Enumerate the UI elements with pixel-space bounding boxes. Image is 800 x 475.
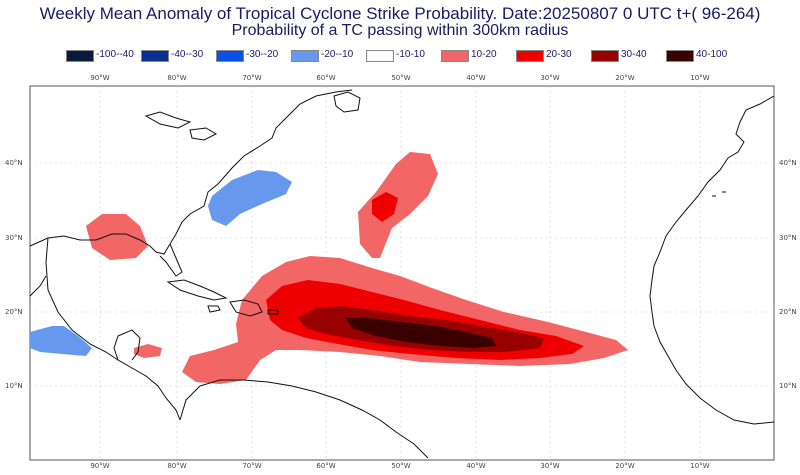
lat-tick-label: 40°N [779,159,797,167]
lon-tick-label: 30°W [540,74,559,82]
lon-tick-label: 20°W [615,462,634,470]
chart-subtitle: Probability of a TC passing within 300km… [231,22,569,39]
lon-tick-label: 10°W [690,74,709,82]
lon-tick-label: 70°W [242,74,261,82]
lon-tick-label: 50°W [391,462,410,470]
lon-tick-label: 60°W [316,74,335,82]
anomaly-fields [30,152,628,384]
lon-tick-label: 90°W [90,74,109,82]
coast-cuba [166,279,228,301]
lat-tick-label: 20°N [5,308,23,316]
legend-swatch [516,50,544,62]
legend-swatch [216,50,244,62]
coastlines [29,89,775,459]
lon-tick-label: 60°W [316,462,335,470]
negative-anomaly-mexico-pacific [30,326,92,356]
legend-swatch [291,50,319,62]
lon-tick-label: 20°W [615,74,634,82]
coast-yucatan [113,329,141,361]
anomaly-mdr-peak [346,318,496,348]
chart-title: Weekly Mean Anomaly of Tropical Cyclone … [39,4,761,23]
coast-central-america [45,237,181,421]
map-frame [29,85,775,461]
legend-label: 20-30 [546,49,572,60]
coast-canary [712,191,726,197]
coast-puerto-rico [267,309,279,315]
legend-label: 10-20 [471,49,497,60]
coast-hispaniola [229,299,263,317]
coast-jamaica [207,305,221,313]
legend-swatch [366,50,394,62]
legend-swatch [441,50,469,62]
legend-label: -10-10 [396,49,425,60]
coast-baja [29,275,47,297]
coast-great-lakes [144,111,218,141]
legend-label: 40-100 [696,49,728,60]
legend-swatch [141,50,169,62]
legend-swatch [666,50,694,62]
lon-tick-label: 70°W [242,462,261,470]
lat-tick-label: 10°N [779,382,797,390]
lon-tick-label: 50°W [391,74,410,82]
lon-tick-label: 40°W [466,462,485,470]
lat-tick-label: 30°N [779,234,797,242]
negative-anomaly-us-east [208,170,292,226]
lon-tick-label: 80°W [167,462,186,470]
anomaly-central-america-light [134,344,162,358]
coast-south-america [179,379,429,459]
lat-tick-label: 10°N [5,382,23,390]
axis-ticks: 90°W 90°W 80°W 80°W 70°W 70°W 60°W 60°W 50°W 50°W… [5,74,797,470]
legend-label: 30-40 [621,49,647,60]
lon-tick-label: 80°W [167,74,186,82]
anomaly-midatlantic-mid [372,192,398,222]
legend-label: -100--40 [96,49,134,60]
lat-tick-label: 30°N [5,234,23,242]
anomaly-gulf-light [86,214,148,260]
coast-florida [159,243,183,277]
lat-tick-label: 20°N [779,308,797,316]
lon-tick-label: 10°W [690,462,709,470]
lon-tick-label: 90°W [90,462,109,470]
legend-label: -20--10 [321,49,354,60]
lon-tick-label: 30°W [540,462,559,470]
coast-africa [649,95,775,425]
legend-swatch [591,50,619,62]
legend-label: -40--30 [171,49,204,60]
legend-swatch [66,50,94,62]
coast-newfoundland [333,91,361,113]
legend-label: -30--20 [246,49,279,60]
coast-north-america [29,89,353,255]
lon-tick-label: 40°W [466,74,485,82]
lat-tick-label: 40°N [5,159,23,167]
anomaly-midatlantic-light [358,152,438,258]
